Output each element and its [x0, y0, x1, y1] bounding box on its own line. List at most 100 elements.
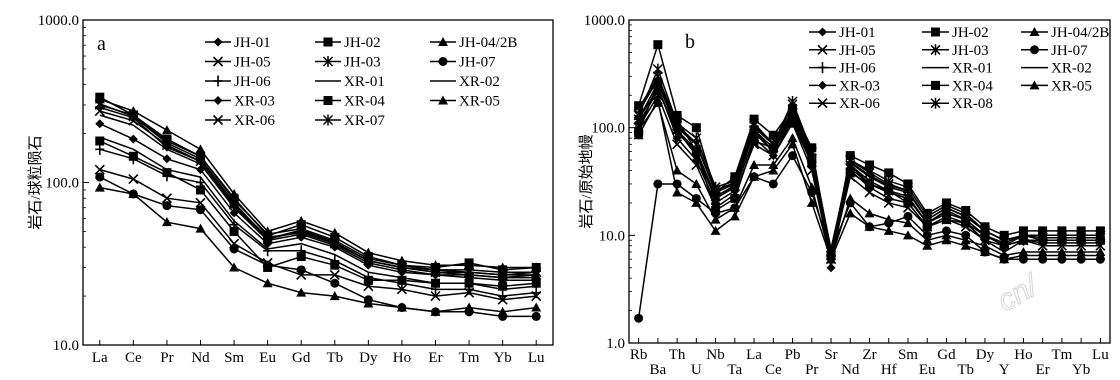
legend-label: XR-06: [234, 113, 275, 129]
data-point: [729, 176, 740, 188]
data-point: [161, 217, 172, 227]
x-tick-label: Eu: [919, 362, 936, 375]
data-point: [961, 218, 971, 228]
data-point: [960, 210, 971, 222]
legend-marker: [818, 80, 827, 90]
data-point: [363, 247, 374, 257]
data-point: [941, 202, 952, 214]
data-point: [1018, 229, 1029, 241]
data-point: [1057, 254, 1067, 264]
x-tick-label: La: [746, 347, 762, 363]
data-point: [845, 193, 856, 203]
data-point: [749, 136, 759, 146]
data-point: [903, 198, 913, 208]
legend-label: XR-07: [344, 113, 385, 129]
data-point: [397, 275, 407, 285]
legend-marker: [931, 27, 940, 37]
data-point: [195, 197, 206, 208]
data-point: [161, 193, 172, 204]
legend-item: XR-06: [205, 113, 275, 129]
legend-marker: [930, 44, 941, 56]
legend-marker: [213, 75, 223, 87]
series-line: [99, 104, 537, 274]
data-point: [864, 208, 875, 218]
legend-label: XR-05: [459, 94, 500, 110]
data-point: [788, 118, 798, 128]
data-point: [672, 187, 683, 197]
data-point: [531, 266, 542, 278]
data-point: [999, 234, 1010, 246]
legend-marker: [1030, 45, 1039, 55]
data-point: [296, 265, 306, 275]
series-line: [99, 110, 537, 276]
legend-item: XR-01: [922, 61, 993, 77]
y-tick-label: 1.0: [606, 336, 625, 352]
x-tick-label: Er: [1036, 362, 1050, 375]
data-point: [128, 109, 139, 121]
data-point: [329, 269, 340, 280]
legend-marker: [213, 37, 223, 47]
data-point: [960, 240, 971, 250]
series-line: [99, 123, 537, 282]
data-point: [162, 154, 172, 164]
data-point: [1037, 247, 1048, 257]
data-point: [902, 218, 913, 228]
data-point: [431, 278, 440, 288]
data-point: [531, 278, 541, 288]
legend-label: JH-03: [344, 55, 381, 71]
legend-label: JH-03: [952, 43, 989, 59]
legend-item: XR-03: [809, 78, 880, 94]
legend-marker: [818, 62, 827, 74]
legend-label: XR-01: [952, 61, 993, 77]
legend-marker: [322, 114, 334, 126]
series-XR-07: [94, 99, 542, 278]
data-point: [826, 254, 837, 264]
data-point: [941, 230, 952, 240]
data-point: [229, 226, 239, 236]
data-point: [883, 214, 894, 224]
chart-panel-b: 1.0 10.0 100.0 1000.0 岩石/原始地幔 Rb Ba Th U Nb Ta La Ce…: [565, 0, 1120, 378]
data-point: [531, 287, 541, 299]
data-point: [710, 225, 721, 235]
data-point: [263, 245, 273, 257]
data-point: [941, 235, 952, 245]
data-point: [95, 143, 105, 155]
data-point: [825, 246, 837, 258]
data-point: [296, 223, 307, 235]
data-point: [768, 151, 778, 161]
data-point: [749, 160, 760, 170]
legend-label: JH-04/2B: [459, 35, 517, 51]
legend-marker: [438, 95, 448, 105]
legend-label: XR-03: [839, 78, 880, 94]
legend-marker: [817, 44, 828, 55]
legend-marker: [213, 96, 223, 105]
legend-marker: [1029, 27, 1040, 36]
y-axis-title: 岩石/球粒陨石: [27, 135, 44, 229]
data-point: [883, 225, 894, 235]
legend-label: JH-07: [459, 55, 496, 71]
data-point: [162, 168, 172, 178]
data-point: [999, 241, 1009, 251]
series-line: [99, 96, 537, 271]
data-point: [128, 173, 139, 185]
series-XR-06: [94, 106, 542, 280]
data-point: [922, 222, 932, 232]
panel-label: a: [97, 33, 106, 55]
data-point: [768, 160, 779, 170]
legend: JH-01 JH-02 JH-04/2B JH-05 JH-03 JH-07 JH-06 XR…: [205, 35, 517, 129]
legend-label: XR-02: [459, 74, 500, 90]
data-point: [1095, 247, 1106, 257]
data-point: [884, 193, 894, 203]
x-tick-label: Pr: [805, 362, 818, 375]
data-point: [497, 306, 508, 316]
data-point: [262, 278, 273, 288]
data-point: [196, 205, 205, 215]
data-point: [296, 215, 307, 225]
data-point: [464, 278, 474, 288]
legend-item: XR-07: [315, 113, 385, 129]
data-point: [922, 214, 933, 226]
x-tick-label: Sr: [824, 347, 837, 363]
data-point: [1095, 254, 1105, 264]
legend-item: JH-02: [922, 25, 989, 41]
